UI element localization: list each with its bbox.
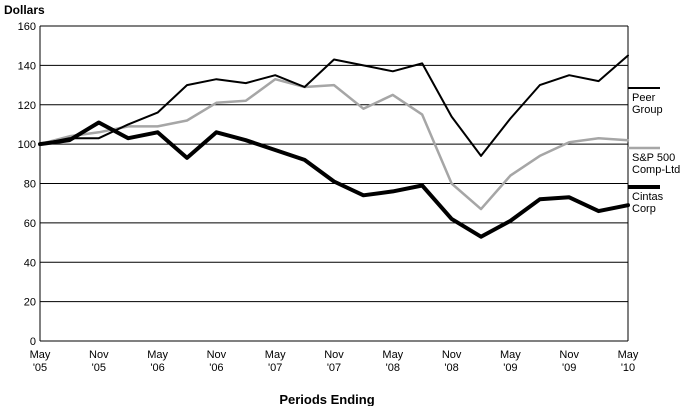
x-tick-label: May'08 — [382, 349, 403, 374]
x-tick-label: Nov'05 — [89, 349, 109, 374]
x-tick-label-line: '08 — [386, 362, 400, 374]
x-tick-label-line: '05 — [92, 362, 106, 374]
x-tick-label-line: '07 — [327, 362, 341, 374]
series-line-1 — [38, 77, 630, 211]
series-line-0 — [39, 54, 629, 157]
x-tick-label: May'09 — [500, 349, 521, 374]
y-tick-label: 20 — [24, 297, 36, 309]
x-tick-label-line: May — [30, 349, 51, 361]
series-lines — [38, 54, 630, 239]
x-axis-ticks: May'05Nov'05May'06Nov'06May'07Nov'07May'… — [30, 349, 639, 374]
y-tick-label: 80 — [24, 179, 36, 191]
y-tick-label: 100 — [18, 139, 36, 151]
y-tick-label: 60 — [24, 218, 36, 230]
legend-label: Corp — [632, 203, 656, 215]
x-tick-label-line: Nov — [559, 349, 579, 361]
x-tick-label-line: '05 — [33, 362, 47, 374]
x-tick-label-line: May — [265, 349, 286, 361]
x-tick-label-line: '08 — [444, 362, 458, 374]
y-tick-label: 160 — [18, 21, 36, 33]
y-tick-label: 0 — [30, 336, 36, 348]
x-tick-label: Nov'08 — [442, 349, 462, 374]
legend-label: Peer — [632, 92, 656, 104]
legend-label: S&P 500 — [632, 152, 675, 164]
y-tick-label: 140 — [18, 60, 36, 72]
x-tick-label: Nov'09 — [559, 349, 579, 374]
legend-label: Group — [632, 104, 663, 116]
y-tick-label: 40 — [24, 257, 36, 269]
x-tick-label-line: May — [500, 349, 521, 361]
y-axis-ticks: 0 20 40 60 80 100 120 140 160 — [18, 21, 36, 348]
y-axis-label: Dollars — [4, 3, 45, 17]
x-axis-label: Periods Ending — [279, 392, 374, 406]
x-tick-label-line: May — [618, 349, 639, 361]
series-line-2 — [38, 120, 630, 239]
x-tick-label-line: '06 — [209, 362, 223, 374]
x-tick-label-line: '09 — [562, 362, 576, 374]
x-tick-label-line: '07 — [268, 362, 282, 374]
x-tick-label-line: Nov — [442, 349, 462, 361]
x-tick-label: May'06 — [147, 349, 168, 374]
x-tick-label: Nov'07 — [324, 349, 344, 374]
x-tick-label-line: Nov — [324, 349, 344, 361]
x-tick-label: May'07 — [265, 349, 286, 374]
x-tick-label: May'05 — [30, 349, 51, 374]
x-tick-label-line: Nov — [89, 349, 109, 361]
x-tick-label: May'10 — [618, 349, 639, 374]
legend-label: Cintas — [632, 191, 664, 203]
legend-label: Comp-Ltd — [632, 164, 680, 176]
x-tick-label-line: '06 — [150, 362, 164, 374]
x-tick-label-line: '10 — [621, 362, 635, 374]
gridlines — [39, 25, 629, 342]
y-tick-label: 120 — [18, 100, 36, 112]
x-tick-label: Nov'06 — [207, 349, 227, 374]
x-tick-label-line: Nov — [207, 349, 227, 361]
x-tick-label-line: May — [382, 349, 403, 361]
x-tick-label-line: '09 — [503, 362, 517, 374]
x-tick-label-line: May — [147, 349, 168, 361]
